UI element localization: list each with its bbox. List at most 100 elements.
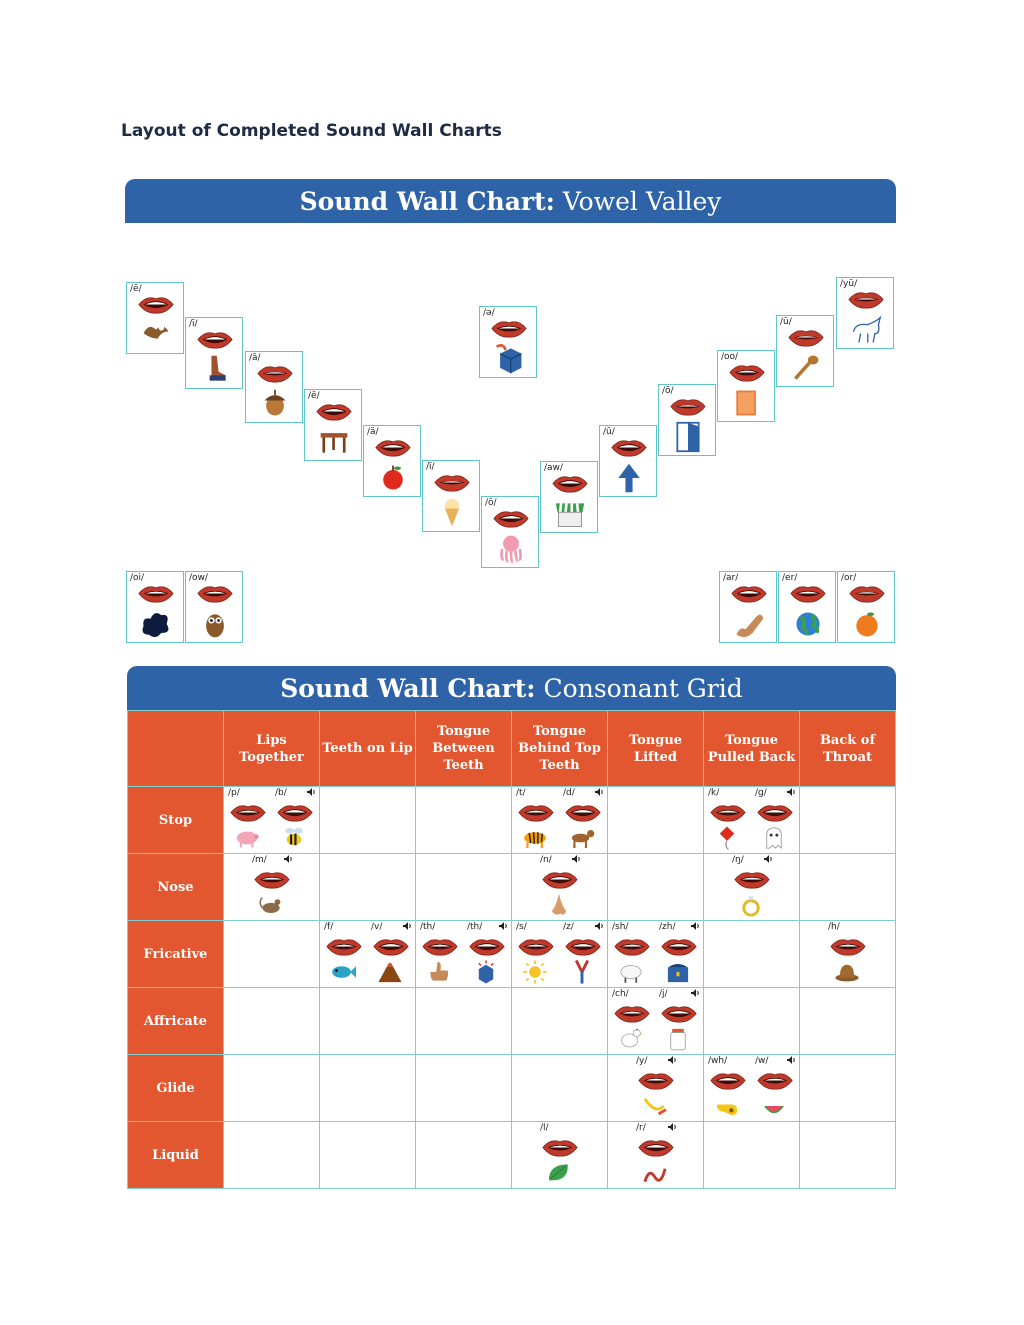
consonant-card[interactable]: /t/ xyxy=(513,787,559,853)
consonant-card[interactable]: /ŋ/ xyxy=(729,854,775,920)
consonant-card[interactable]: /f/ xyxy=(321,921,367,987)
vowel-card[interactable]: /ĭ/ xyxy=(422,460,480,532)
speaker-icon[interactable] xyxy=(691,989,700,999)
consonant-sound-label: /ch/ xyxy=(612,989,629,999)
consonant-card[interactable]: /w/ xyxy=(752,1055,798,1121)
consonant-card[interactable]: /l/ xyxy=(537,1122,583,1188)
speaker-icon[interactable] xyxy=(595,788,604,798)
grid-cell xyxy=(799,786,896,854)
vowel-card[interactable]: /ī/ xyxy=(185,317,243,389)
vowel-card[interactable]: /ē/ xyxy=(126,282,184,354)
vowel-card[interactable]: /ow/ xyxy=(185,571,243,643)
consonant-card[interactable]: /y/ xyxy=(633,1055,679,1121)
thumb-icon xyxy=(426,959,452,989)
vowel-card[interactable]: /ō/ xyxy=(658,384,716,456)
consonant-sound-label: /k/ xyxy=(708,788,720,798)
grid-cell xyxy=(319,1121,416,1189)
consonant-card[interactable]: /b/ xyxy=(272,787,318,853)
mouth-icon xyxy=(276,802,314,827)
grid-cell: /n/ xyxy=(511,853,608,921)
mouth-icon xyxy=(551,473,589,498)
grid-corner-cell xyxy=(127,710,224,787)
mouth-icon xyxy=(517,936,555,961)
consonant-card[interactable]: /ch/ xyxy=(609,988,655,1054)
speaker-icon[interactable] xyxy=(691,922,700,932)
consonant-card[interactable]: /h/ xyxy=(825,921,871,987)
consonant-card[interactable]: /d/ xyxy=(560,787,606,853)
vowel-card[interactable]: /ū/ xyxy=(776,315,834,387)
speaker-icon[interactable] xyxy=(499,922,508,932)
mouth-icon xyxy=(421,936,459,961)
consonant-card[interactable]: /wh/ xyxy=(705,1055,751,1121)
vowel-card[interactable]: /ŏ/ xyxy=(481,496,539,568)
consonant-card[interactable]: /z/ xyxy=(560,921,606,987)
col-header-tongue-lifted: Tongue Lifted xyxy=(607,710,704,787)
speaker-icon[interactable] xyxy=(284,855,293,865)
mouth-icon xyxy=(256,363,294,388)
vowel-card[interactable]: /ĕ/ xyxy=(304,389,362,461)
speaker-icon[interactable] xyxy=(787,788,796,798)
consonant-card[interactable]: /s/ xyxy=(513,921,559,987)
consonant-card[interactable]: /v/ xyxy=(368,921,414,987)
spoon-icon xyxy=(790,352,822,388)
vowel-card[interactable]: /ā/ xyxy=(245,351,303,423)
vowel-card[interactable]: /or/ xyxy=(837,571,895,643)
vowel-sound-label: /ŭ/ xyxy=(603,427,615,437)
grid-row-stop: Stop /p/ /b/ /t/ /d/ /k/ /g/ xyxy=(127,786,896,854)
consonant-card[interactable]: /n/ xyxy=(537,854,583,920)
vowel-card[interactable]: /ŭ/ xyxy=(599,425,657,497)
consonant-chart-title-bold: Sound Wall Chart: xyxy=(280,673,536,703)
speaker-icon[interactable] xyxy=(595,922,604,932)
speaker-icon[interactable] xyxy=(668,1056,677,1066)
vowel-sound-label: /oi/ xyxy=(130,573,145,583)
vowel-chart-title-light: Vowel Valley xyxy=(562,186,722,216)
consonant-sound-label: /w/ xyxy=(755,1056,769,1066)
grid-cell: /sh/ /zh/ xyxy=(607,920,704,988)
vowel-card[interactable]: /ə/ xyxy=(479,306,537,378)
arm-icon xyxy=(733,608,765,644)
consonant-card[interactable]: /m/ xyxy=(249,854,295,920)
speaker-icon[interactable] xyxy=(403,922,412,932)
grid-cell: /r/ xyxy=(607,1121,704,1189)
vowel-card[interactable]: /ar/ xyxy=(719,571,777,643)
mouth-icon xyxy=(733,869,771,894)
vowel-card[interactable]: /yū/ xyxy=(836,277,894,349)
grid-cell xyxy=(223,920,320,988)
grid-cell xyxy=(415,987,512,1055)
earth-icon xyxy=(792,608,824,644)
grid-row-nose: Nose /m/ /n/ /ŋ/ xyxy=(127,853,896,921)
vowel-card[interactable]: /oi/ xyxy=(126,571,184,643)
mouth-icon xyxy=(374,437,412,462)
speaker-icon[interactable] xyxy=(668,1123,677,1133)
consonant-sound-label: /n/ xyxy=(540,855,552,865)
speaker-icon[interactable] xyxy=(307,788,316,798)
mouth-icon xyxy=(613,936,651,961)
this-cube-icon xyxy=(473,959,499,989)
consonant-card[interactable]: /p/ xyxy=(225,787,271,853)
grid-cell: /p/ /b/ xyxy=(223,786,320,854)
vowel-card[interactable]: /oo/ xyxy=(717,350,775,422)
chicken-icon xyxy=(618,1026,644,1056)
consonant-card[interactable]: /g/ xyxy=(752,787,798,853)
consonant-card[interactable]: /th/ xyxy=(417,921,463,987)
speaker-icon[interactable] xyxy=(572,855,581,865)
grid-cell: /ŋ/ xyxy=(703,853,800,921)
consonant-card[interactable]: /zh/ xyxy=(656,921,702,987)
consonant-card[interactable]: /sh/ xyxy=(609,921,655,987)
speaker-icon[interactable] xyxy=(764,855,773,865)
vowel-sound-label: /ī/ xyxy=(189,319,198,329)
vowel-card[interactable]: /ă/ xyxy=(363,425,421,497)
consonant-card[interactable]: /r/ xyxy=(633,1122,679,1188)
consonant-card[interactable]: /th/ xyxy=(464,921,510,987)
consonant-card[interactable]: /k/ xyxy=(705,787,751,853)
vowel-card[interactable]: /aw/ xyxy=(540,461,598,533)
grid-row-glide: Glide /y/ /wh/ /w/ xyxy=(127,1054,896,1122)
kite-icon xyxy=(714,825,740,855)
consonant-card[interactable]: /j/ xyxy=(656,988,702,1054)
mouth-icon xyxy=(372,936,410,961)
vowel-sound-label: /ə/ xyxy=(483,308,495,318)
vowel-card[interactable]: /er/ xyxy=(778,571,836,643)
consonant-sound-label: /s/ xyxy=(516,922,527,932)
speaker-icon[interactable] xyxy=(787,1056,796,1066)
vowel-sound-label: /oo/ xyxy=(721,352,739,362)
